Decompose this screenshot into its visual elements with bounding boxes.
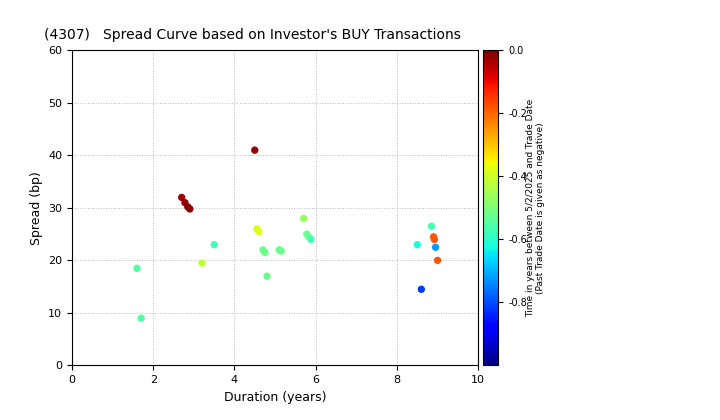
Point [276, 247, 287, 254]
Point [179, 199, 191, 206]
Point [131, 265, 143, 272]
Point [298, 215, 310, 222]
X-axis label: Duration (years): Duration (years) [224, 391, 326, 404]
Point [428, 234, 439, 240]
Text: (4307)   Spread Curve based on Investor's BUY Transactions: (4307) Spread Curve based on Investor's … [44, 28, 460, 42]
Point [184, 205, 196, 212]
Point [259, 249, 271, 256]
Point [135, 315, 147, 322]
Point [432, 257, 444, 264]
Point [197, 260, 208, 266]
Y-axis label: Spread (bp): Spread (bp) [30, 171, 42, 245]
Point [182, 204, 194, 210]
Point [257, 247, 269, 253]
Point [208, 241, 220, 248]
Point [305, 236, 317, 243]
Point [176, 194, 187, 201]
Point [253, 228, 265, 235]
Y-axis label: Time in years between 5/2/2025 and Trade Date
(Past Trade Date is given as negat: Time in years between 5/2/2025 and Trade… [526, 99, 545, 317]
Point [415, 286, 427, 293]
Point [274, 247, 285, 253]
Point [301, 231, 312, 238]
Point [430, 244, 441, 251]
Point [261, 273, 273, 280]
Point [251, 226, 263, 232]
Point [249, 147, 261, 153]
Point [428, 236, 440, 243]
Point [426, 223, 437, 230]
Point [412, 241, 423, 248]
Point [303, 234, 315, 240]
